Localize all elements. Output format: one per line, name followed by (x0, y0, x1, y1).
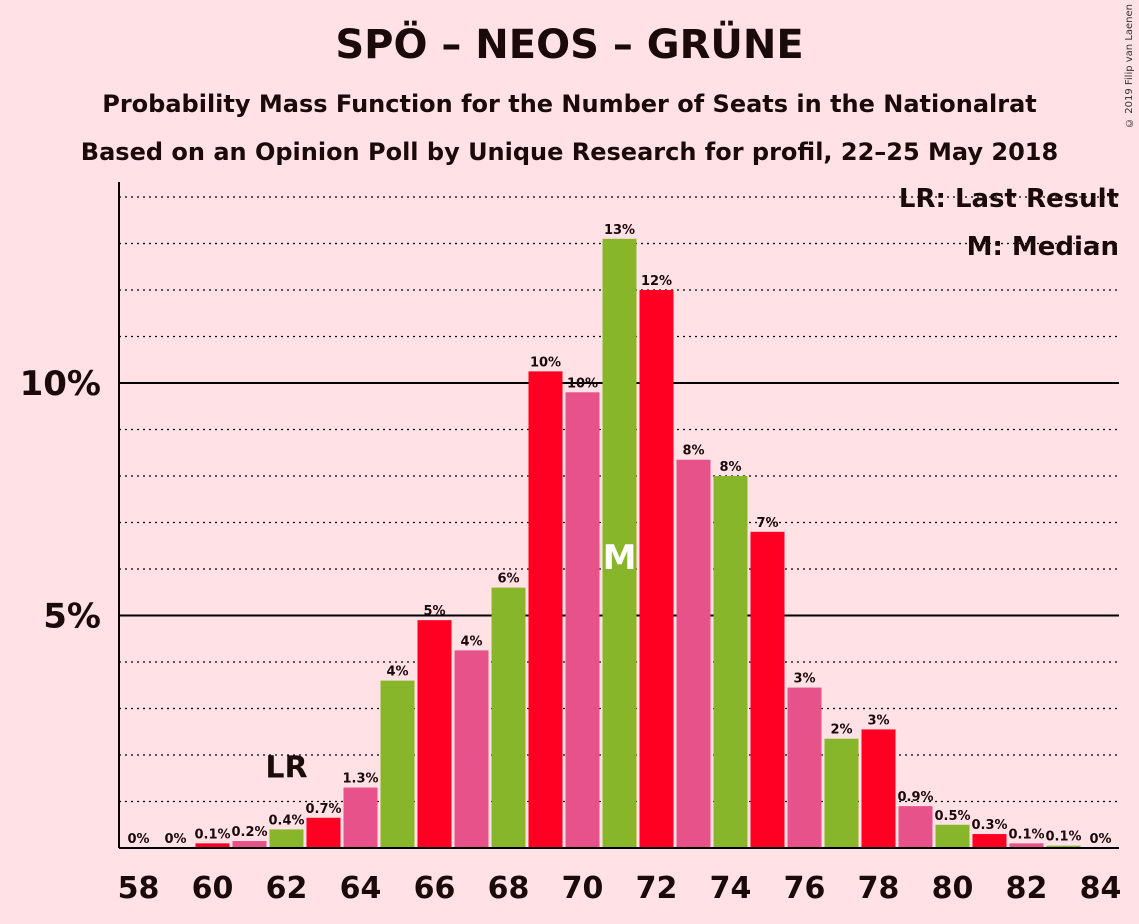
x-tick-label: 84 (1080, 871, 1122, 906)
bar-seats-82 (1009, 843, 1044, 848)
x-tick-label: 80 (932, 871, 974, 906)
x-tick-label: 78 (858, 871, 900, 906)
x-tick-label: 62 (266, 871, 308, 906)
bar-seats-81 (972, 834, 1007, 848)
x-tick-label: 82 (1006, 871, 1048, 906)
data-label: 0% (127, 832, 149, 847)
data-label: 12% (641, 274, 672, 289)
data-label: 3% (793, 672, 815, 687)
data-label: 4% (386, 665, 408, 680)
data-label: 7% (756, 516, 778, 531)
x-tick-label: 76 (784, 871, 826, 906)
bar-seats-62 (269, 829, 304, 848)
data-label: 0.4% (268, 813, 304, 828)
data-label: 3% (867, 713, 889, 728)
bar-seats-77 (824, 738, 859, 848)
bar-seats-76 (787, 687, 822, 848)
axes: 5% 10% 58 60 62 64 66 68 70 72 74 76 78 80 82 84 (20, 182, 1122, 906)
bar-seats-80 (935, 824, 970, 848)
bar-seats-67 (454, 650, 489, 848)
y-tick-label: 10% (20, 364, 101, 404)
data-label: 0.1% (1008, 827, 1044, 842)
data-label: 1.3% (342, 772, 378, 787)
bar-seats-60 (195, 843, 230, 848)
x-tick-label: 60 (192, 871, 234, 906)
bar-seats-61 (232, 841, 267, 848)
bar-seats-66 (417, 620, 452, 848)
bar-seats-72 (639, 290, 674, 848)
x-tick-label: 66 (414, 871, 456, 906)
bar-seats-70 (565, 392, 600, 848)
bar-seats-83 (1046, 845, 1081, 848)
data-label: 10% (567, 376, 598, 391)
data-label: 0.7% (305, 802, 341, 817)
data-label: 0.9% (897, 790, 933, 805)
chart-source: Based on an Opinion Poll by Unique Resea… (80, 138, 1059, 166)
x-tick-label: 68 (488, 871, 530, 906)
bar-seats-65 (380, 680, 415, 848)
data-label: 8% (682, 444, 704, 459)
bar-seats-74 (713, 476, 748, 848)
bar-seats-73 (676, 459, 711, 848)
legend-median: M: Median (966, 232, 1119, 262)
data-label: 8% (719, 460, 741, 475)
last-result-marker: LR (265, 750, 307, 785)
data-label: 13% (604, 223, 635, 238)
data-labels: 0% 0% 0.1% 0.2%0.4%0.7%1.3%4%5%4%6%10%10%13… (127, 223, 1111, 847)
data-label: 5% (423, 604, 445, 619)
bar-seats-63 (306, 817, 341, 848)
data-label: 0.2% (231, 825, 267, 840)
x-tick-label: 70 (562, 871, 604, 906)
median-marker: M (603, 538, 637, 578)
data-label: 0% (1089, 832, 1111, 847)
data-label: 2% (830, 723, 852, 738)
bar-seats-75 (750, 531, 785, 848)
chart-title: SPÖ – NEOS – GRÜNE (335, 22, 804, 68)
x-tick-label: 64 (340, 871, 382, 906)
data-label: 6% (497, 572, 519, 587)
bar-seats-64 (343, 787, 378, 848)
bar-seats-71 (602, 238, 637, 849)
data-label: 0% (164, 832, 186, 847)
x-tick-label: 58 (118, 871, 160, 906)
data-label: 0.3% (971, 818, 1007, 833)
bar-seats-79 (898, 806, 933, 848)
bars (195, 238, 1081, 849)
data-label: 10% (530, 355, 561, 370)
bar-seats-68 (491, 587, 526, 848)
data-label: 0.5% (934, 809, 970, 824)
data-label: 0.1% (1045, 830, 1081, 845)
data-label: 4% (460, 634, 482, 649)
data-label: 0.1% (194, 827, 230, 842)
x-tick-label: 74 (710, 871, 752, 906)
x-tick-label: 72 (636, 871, 678, 906)
chart-subtitle: Probability Mass Function for the Number… (102, 90, 1037, 118)
markers: LR M (265, 538, 636, 785)
legend-last-result: LR: Last Result (898, 184, 1119, 214)
bar-seats-78 (861, 729, 896, 848)
y-tick-label: 5% (43, 597, 101, 637)
bar-seats-69 (528, 371, 563, 848)
